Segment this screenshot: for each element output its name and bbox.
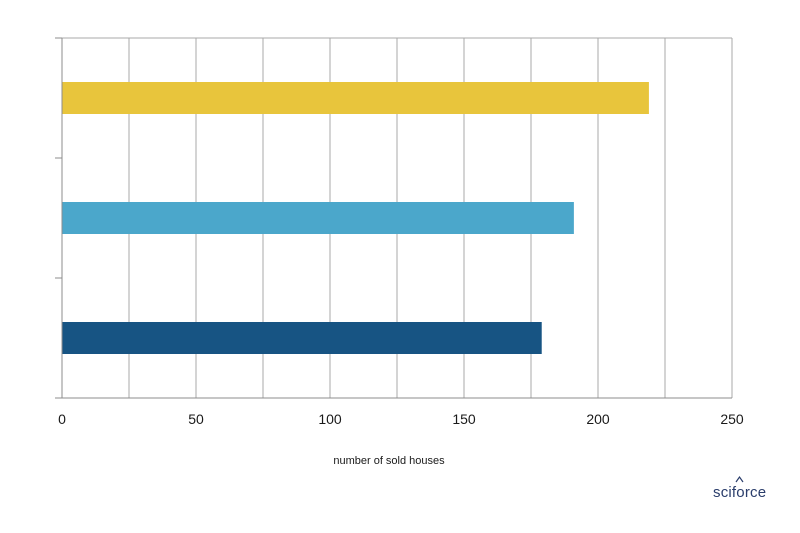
x-tick-labels: 0 50 100 150 200 250: [58, 411, 744, 427]
x-tick-label-100: 100: [318, 411, 342, 427]
x-tick-label-150: 150: [452, 411, 476, 427]
x-tick-label-250: 250: [720, 411, 744, 427]
x-axis-title: number of sold houses: [333, 455, 445, 467]
logo-hat-icon: [735, 475, 744, 483]
bar-2: [62, 202, 574, 234]
bars: [62, 82, 649, 354]
bar-3: [62, 322, 542, 354]
sciforce-logo: sciforce: [713, 475, 767, 501]
bar-1: [62, 82, 649, 114]
x-tick-label-200: 200: [586, 411, 610, 427]
x-tick-label-50: 50: [188, 411, 204, 427]
x-tick-label-0: 0: [58, 411, 66, 427]
logo-text: sciforce: [713, 484, 767, 501]
axes: [55, 37, 732, 399]
